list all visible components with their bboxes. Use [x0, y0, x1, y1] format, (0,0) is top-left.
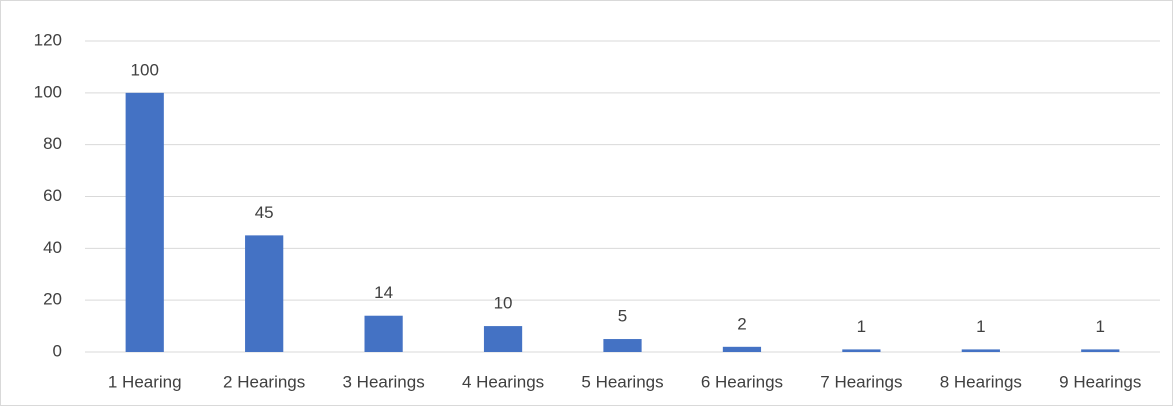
data-label: 10 — [494, 294, 513, 313]
data-label: 14 — [374, 283, 393, 302]
bar — [961, 349, 1000, 352]
x-tick-label: 9 Hearings — [1059, 372, 1141, 391]
x-tick-label: 8 Hearings — [940, 372, 1022, 391]
data-label: 2 — [737, 314, 746, 333]
bar — [842, 349, 881, 352]
x-tick-label: 4 Hearings — [462, 372, 544, 391]
y-tick-label: 120 — [34, 30, 62, 49]
bar — [125, 92, 164, 352]
data-label: 1 — [1096, 317, 1105, 336]
data-label: 1 — [976, 317, 985, 336]
y-tick-label: 0 — [53, 341, 62, 360]
data-label: 5 — [618, 307, 627, 326]
x-tick-label: 6 Hearings — [701, 372, 783, 391]
data-label: 45 — [255, 203, 274, 222]
bar — [603, 339, 642, 352]
x-tick-label: 7 Hearings — [820, 372, 902, 391]
x-tick-label: 5 Hearings — [581, 372, 663, 391]
x-tick-label: 3 Hearings — [343, 372, 425, 391]
y-tick-label: 100 — [34, 82, 62, 101]
y-tick-label: 80 — [43, 134, 62, 153]
x-tick-label: 1 Hearing — [108, 372, 182, 391]
bar — [483, 326, 523, 352]
y-tick-label: 60 — [43, 186, 62, 205]
data-label: 100 — [131, 60, 159, 79]
bar — [245, 235, 284, 352]
y-tick-label: 40 — [43, 238, 62, 257]
bar — [1081, 349, 1120, 352]
y-tick-label: 20 — [43, 290, 62, 309]
data-label: 1 — [857, 317, 866, 336]
x-tick-label: 2 Hearings — [223, 372, 305, 391]
bar — [722, 346, 762, 352]
bar — [364, 315, 403, 352]
